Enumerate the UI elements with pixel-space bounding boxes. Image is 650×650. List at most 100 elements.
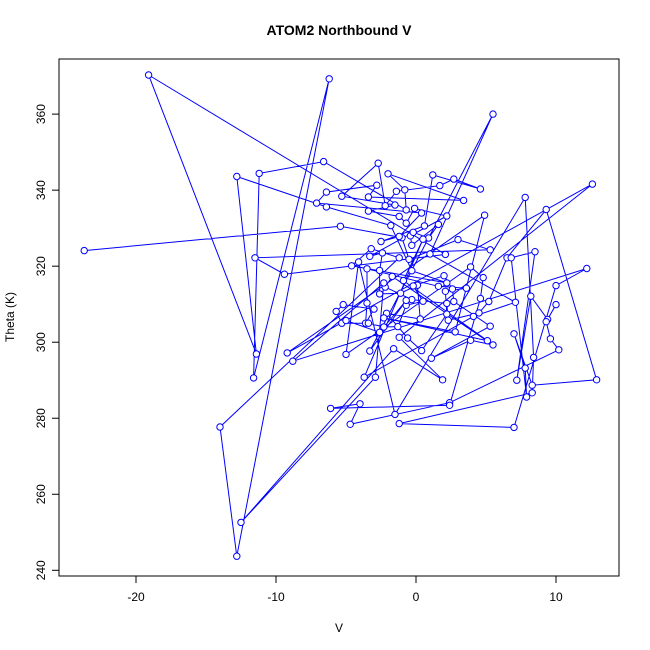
data-point-66 [443, 310, 451, 318]
data-point-70 [363, 265, 371, 273]
data-point-83 [440, 272, 448, 280]
data-point-12 [322, 203, 331, 211]
data-point-13 [387, 221, 395, 230]
data-point-86 [486, 322, 494, 330]
data-point-11 [233, 172, 241, 181]
data-point-40 [436, 181, 444, 190]
y-tick-label-0: 240 [34, 560, 48, 580]
data-point-68 [462, 284, 471, 292]
data-point-103 [522, 393, 531, 401]
data-point-110 [542, 318, 550, 326]
data-point-4 [454, 235, 462, 244]
data-point-88 [466, 336, 475, 344]
data-point-151 [366, 347, 374, 355]
data-point-141 [451, 328, 459, 336]
data-point-109 [552, 300, 560, 309]
data-point-139 [283, 349, 291, 357]
data-point-142 [380, 314, 388, 322]
data-point-74 [339, 300, 347, 309]
x-tick-label-0: -20 [127, 590, 145, 604]
data-point-115 [356, 400, 364, 408]
x-axis: -20 -10 0 10 [127, 575, 563, 604]
data-point-116 [326, 404, 335, 413]
data-point-62 [416, 315, 424, 323]
data-point-122 [354, 258, 363, 266]
data-point-39 [450, 175, 458, 183]
y-tick-label-1: 260 [34, 484, 48, 504]
data-point-43 [374, 159, 382, 167]
data-point-48 [402, 219, 410, 227]
data-point-120 [466, 263, 475, 271]
data-point-65 [417, 346, 426, 355]
data-point-149 [426, 250, 434, 258]
data-point-145 [419, 235, 427, 243]
data-point-114 [346, 420, 354, 428]
data-point-95 [475, 309, 483, 317]
data-point-135 [389, 345, 398, 353]
data-point-140 [480, 211, 489, 219]
data-point-138 [588, 180, 597, 188]
y-tick-label-6: 360 [34, 104, 48, 124]
data-point-56 [366, 252, 374, 260]
data-point-100 [528, 381, 536, 389]
data-point-18 [395, 254, 403, 262]
data-point-55 [409, 228, 417, 237]
data-point-45 [391, 201, 399, 209]
data-point-30 [373, 181, 381, 189]
data-point-71 [363, 299, 371, 307]
data-point-9 [144, 71, 153, 79]
y-axis-label: Theta (K) [3, 292, 17, 342]
data-point-78 [380, 323, 388, 331]
data-point-22 [249, 374, 258, 382]
data-point-17 [367, 245, 375, 253]
data-point-133 [371, 373, 380, 381]
data-point-129 [552, 281, 560, 290]
data-point-106 [513, 376, 521, 384]
x-tick-label-3: 10 [549, 590, 563, 604]
data-point-147 [469, 312, 478, 321]
data-point-87 [427, 354, 436, 362]
data-point-132 [380, 279, 388, 287]
data-point-117 [445, 401, 454, 409]
series-points [80, 71, 601, 560]
data-point-49 [410, 204, 419, 213]
data-point-154 [342, 316, 350, 325]
data-point-107 [527, 292, 535, 300]
data-point-84 [448, 285, 457, 293]
y-tick-label-4: 320 [34, 256, 48, 276]
data-point-28 [459, 196, 468, 205]
data-point-79 [394, 322, 402, 331]
data-point-19 [216, 423, 224, 431]
data-point-144 [399, 276, 408, 285]
data-point-32 [312, 199, 321, 207]
data-point-37 [429, 171, 437, 179]
data-point-125 [529, 353, 538, 362]
data-point-33 [417, 209, 426, 217]
data-point-104 [507, 254, 515, 262]
data-point-52 [408, 241, 416, 250]
data-point-27 [384, 170, 392, 178]
data-point-77 [364, 319, 373, 327]
data-point-5 [486, 246, 494, 254]
data-point-136 [438, 376, 447, 384]
data-point-46 [364, 207, 373, 215]
data-point-50 [443, 212, 451, 220]
data-point-67 [441, 287, 450, 295]
data-point-127 [395, 419, 403, 428]
data-point-150 [489, 110, 497, 118]
data-point-134 [237, 518, 245, 527]
data-point-23 [255, 169, 263, 178]
y-tick-label-3: 300 [34, 332, 48, 352]
data-point-24 [319, 157, 328, 166]
data-point-73 [370, 305, 378, 313]
data-point-8 [441, 250, 450, 259]
data-point-102 [521, 364, 529, 372]
x-tick-label-2: 0 [413, 590, 420, 604]
data-point-105 [531, 248, 539, 256]
data-point-148 [511, 298, 520, 306]
data-point-128 [510, 423, 518, 432]
data-point-153 [375, 328, 384, 336]
data-point-101 [510, 330, 518, 338]
data-point-152 [402, 296, 410, 305]
y-axis: 240 260 280 300 320 340 360 [34, 104, 60, 580]
